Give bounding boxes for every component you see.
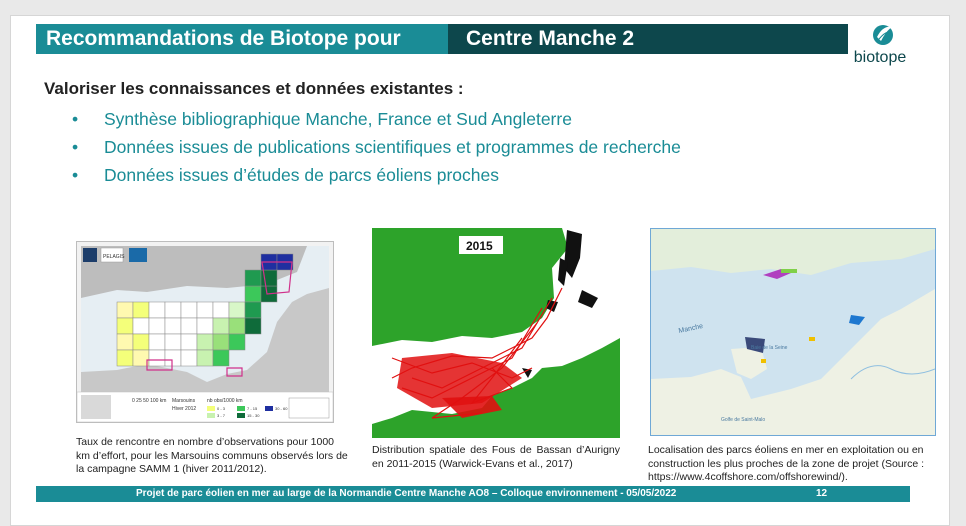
title-banner-left: Recommandations de Biotope pour bbox=[36, 24, 448, 54]
legend-range: 3 - 7 bbox=[217, 413, 226, 418]
leaf-logo-icon bbox=[873, 25, 893, 45]
figure-caption: Localisation des parcs éoliens en mer en… bbox=[648, 444, 925, 483]
bay-label: Baie de la Seine bbox=[751, 345, 788, 351]
section-title: Valoriser les connaissances et données e… bbox=[44, 79, 464, 98]
windfarm-locations-map: Manche Baie de la Seine Golfe de Saint-M… bbox=[650, 228, 936, 436]
legend-range: 15 - 30 bbox=[247, 413, 260, 418]
legend-scale: 0 25 50 100 km bbox=[132, 398, 166, 404]
bullet-list: • Synthèse bibliographique Manche, France… bbox=[72, 105, 681, 189]
bullet-dot: • bbox=[72, 165, 79, 185]
logo-text: biotope bbox=[853, 49, 907, 66]
bullet-dot: • bbox=[72, 137, 79, 157]
bullet-text: Données issues de publications scientifi… bbox=[104, 137, 681, 157]
legend-unit: nb obs/1000 km bbox=[207, 398, 243, 404]
pelagis-logo: PELAGIS bbox=[103, 254, 125, 260]
porpoise-encounter-map: PELAGIS 0 25 50 100 km Marsouins Hiver 2… bbox=[76, 241, 334, 423]
gulf-label: Golfe de Saint-Malo bbox=[721, 417, 765, 423]
bullet-text: Synthèse bibliographique Manche, France … bbox=[104, 109, 572, 129]
legend-range: 30 - 60 bbox=[275, 406, 288, 411]
bullet-text: Données issues d’études de parcs éoliens… bbox=[104, 165, 499, 185]
sea-label: Manche bbox=[678, 323, 704, 335]
legend-range: 0 - 3 bbox=[217, 406, 226, 411]
bullet-item: • Données issues d’études de parcs éolien… bbox=[72, 161, 681, 189]
figure-caption: Taux de rencontre en nombre d’observatio… bbox=[76, 436, 348, 475]
legend-range: 7 - 15 bbox=[247, 406, 258, 411]
year-label: 2015 bbox=[466, 239, 493, 253]
footer-text: Projet de parc éolien en mer au large de… bbox=[136, 488, 677, 499]
page-number: 12 bbox=[816, 488, 828, 499]
gannet-tracks-map: 2015 bbox=[372, 228, 620, 438]
bullet-dot: • bbox=[72, 109, 79, 129]
legend-title: Marsouins bbox=[172, 398, 196, 404]
legend-period: Hiver 2012 bbox=[172, 406, 196, 412]
bullet-item: • Données issues de publications scientif… bbox=[72, 133, 681, 161]
footer-bar: Projet de parc éolien en mer au large de… bbox=[36, 486, 910, 502]
title-banner-right: Centre Manche 2 bbox=[448, 24, 848, 54]
figure-caption: Distribution spatiale des Fous de Bassan… bbox=[372, 444, 620, 470]
bullet-item: • Synthèse bibliographique Manche, France… bbox=[72, 105, 681, 133]
biotope-logo: biotope bbox=[850, 15, 910, 69]
